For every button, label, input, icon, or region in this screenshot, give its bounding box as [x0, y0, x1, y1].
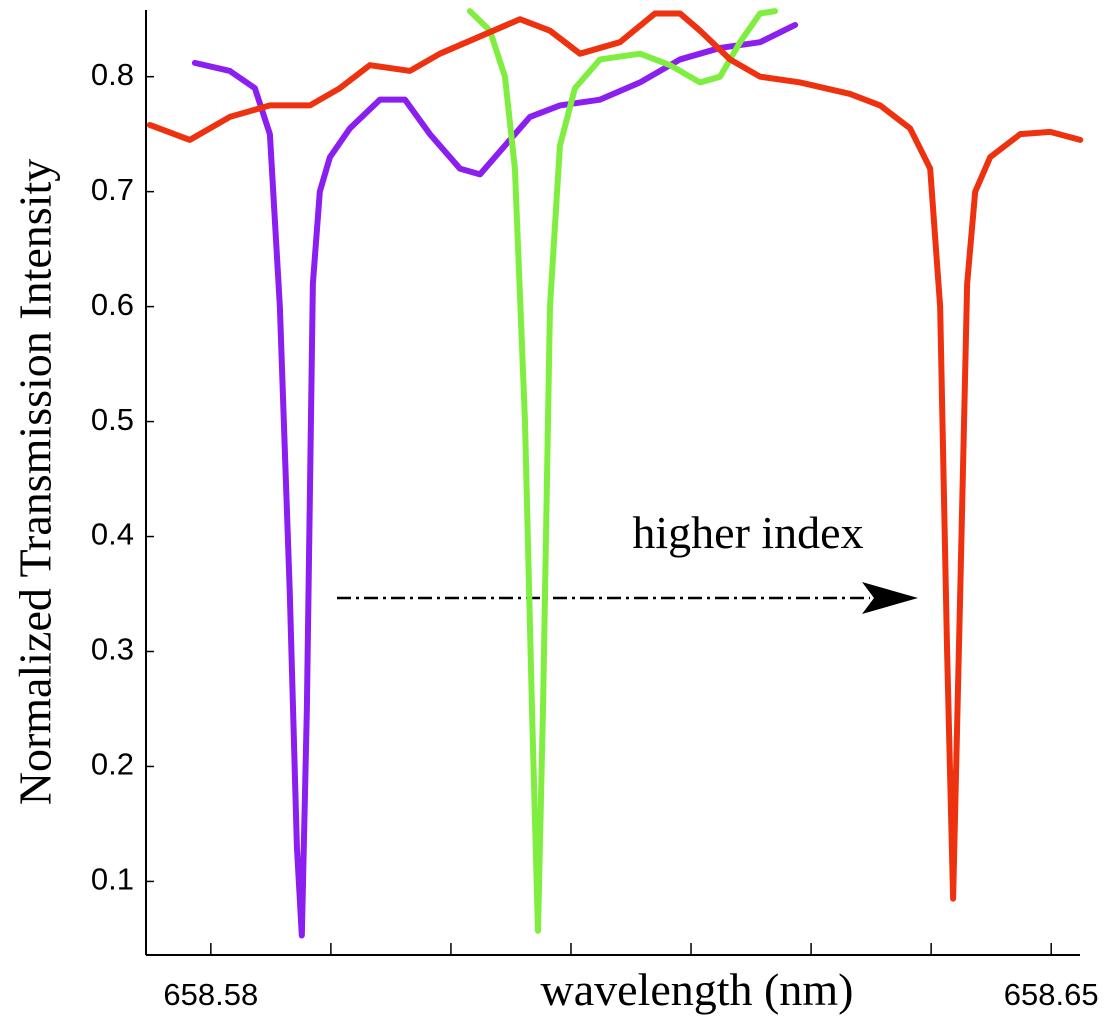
- line: [466, 8, 779, 934]
- y-tick-label: 0.3: [91, 632, 134, 667]
- y-tick-label: 0.1: [91, 862, 134, 897]
- y-axis-label: Normalized Transmission Intensity: [10, 159, 61, 806]
- line: [146, 10, 1084, 902]
- line: [191, 21, 799, 939]
- x-tick-label: 658.65: [1004, 977, 1099, 1012]
- x-axis-label: wavelength (nm): [541, 964, 854, 1015]
- y-tick-label: 0.4: [91, 517, 134, 552]
- x-tick-label: 658.58: [163, 977, 258, 1012]
- y-tick-label: 0.7: [91, 172, 134, 207]
- y-tick-label: 0.6: [91, 287, 134, 322]
- annotation: higher index: [632, 507, 863, 558]
- y-tick-label: 0.2: [91, 747, 134, 782]
- arrow: [337, 582, 918, 614]
- y-tick-label: 0.5: [91, 402, 134, 437]
- y-tick-label: 0.8: [91, 57, 134, 92]
